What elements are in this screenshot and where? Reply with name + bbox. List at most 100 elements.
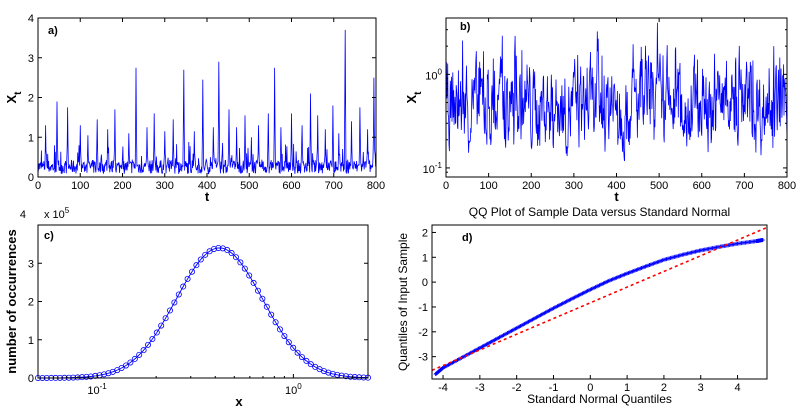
data-point-c xyxy=(224,247,231,254)
data-point-c xyxy=(210,245,217,252)
data-point-c xyxy=(131,355,138,362)
x-tick-label-b: 400 xyxy=(607,180,625,192)
x-tick-label-b: 100 xyxy=(479,180,497,192)
data-point-c xyxy=(92,372,99,379)
data-point-c xyxy=(307,361,314,368)
data-point-c xyxy=(290,344,297,351)
data-point-c xyxy=(259,295,266,302)
panel-label-c: c) xyxy=(44,230,54,242)
y-tick-label-c: 3 xyxy=(28,258,34,270)
x-tick-label-a: 700 xyxy=(325,180,343,192)
series-line-b xyxy=(445,22,788,162)
data-point-c xyxy=(285,339,292,346)
y-tick-label-a: 2 xyxy=(28,93,34,105)
data-point-c xyxy=(149,336,156,343)
panel-label-d: d) xyxy=(462,232,473,244)
data-point-c xyxy=(215,244,222,251)
data-point-c xyxy=(153,329,160,336)
x-tick-label-d: -4 xyxy=(438,382,448,394)
x-tick-label-b: 300 xyxy=(565,180,583,192)
data-point-c xyxy=(272,319,279,326)
y-axis-label-c: number of occurrences xyxy=(4,229,19,374)
data-point-c xyxy=(105,370,112,377)
y-tick-label-a: 4 xyxy=(28,13,34,25)
y-tick-label-c: 0 xyxy=(28,373,34,385)
data-point-c xyxy=(329,370,336,377)
fit-line-c xyxy=(38,247,369,379)
data-point-c xyxy=(347,373,354,380)
x-tick-label-b: 200 xyxy=(522,180,540,192)
x-tick-label-c: 10-1 xyxy=(87,382,107,397)
reference-line-d xyxy=(431,226,768,372)
chart-title-d: QQ Plot of Sample Data versus Standard N… xyxy=(469,205,730,219)
data-point-c xyxy=(334,371,341,378)
data-point-c xyxy=(171,299,178,306)
y-axis-label-b: Xt xyxy=(404,91,424,104)
y-axis-label-c-text: number of occurrences xyxy=(4,229,19,374)
data-point-c xyxy=(83,373,90,380)
y-axis-label-a: Xt xyxy=(4,91,24,104)
data-point-c xyxy=(180,283,187,290)
data-point-c xyxy=(123,362,130,369)
x-tick-label-d: 4 xyxy=(734,382,740,394)
data-point-c xyxy=(237,259,244,266)
data-point-c xyxy=(193,262,200,269)
data-point-c xyxy=(294,349,301,356)
data-point-c xyxy=(197,256,204,263)
data-point-c xyxy=(325,369,332,376)
x-tick-label-b: 800 xyxy=(778,180,796,192)
data-point-c xyxy=(276,326,283,333)
data-point-c xyxy=(263,303,270,310)
y-tick-label-d: -3 xyxy=(418,352,428,364)
y-tick-label-d: -1 xyxy=(418,302,428,314)
y-tick-label-a: 1 xyxy=(28,132,34,144)
x-axis-label-b: t xyxy=(614,189,619,204)
data-point-c xyxy=(118,365,125,372)
x-tick-label-a: 0 xyxy=(35,180,41,192)
data-point-c xyxy=(268,311,275,318)
plot-area-c xyxy=(37,224,369,379)
panel-label-b: b) xyxy=(460,21,471,33)
data-point-c xyxy=(136,351,143,358)
x-tick-label-d: -3 xyxy=(475,382,485,394)
y-tick-label-d: 1 xyxy=(422,252,428,264)
y-tick-label-d: 2 xyxy=(422,227,428,239)
x-axis-label-a: t xyxy=(205,189,210,204)
x-tick-label-d: 0 xyxy=(587,382,593,394)
data-point-c xyxy=(281,333,288,340)
data-point-c xyxy=(101,371,108,378)
x-tick-label-b: 600 xyxy=(693,180,711,192)
data-point-c xyxy=(254,287,261,294)
data-point-c xyxy=(241,265,248,272)
data-point-c xyxy=(184,275,191,282)
series-line-a xyxy=(37,29,377,175)
data-point-c xyxy=(144,341,151,348)
x-tick-label-a: 600 xyxy=(282,180,300,192)
y-tick-label-a: 0 xyxy=(28,172,34,184)
x-tick-label-a: 300 xyxy=(156,180,174,192)
x-axis-label-d: Standard Normal Quantiles xyxy=(527,392,672,406)
y-tick-label-d: 0 xyxy=(422,277,428,289)
y-tick-label-c: 2 xyxy=(28,297,34,309)
x-tick-label-d: 1 xyxy=(624,382,630,394)
y-axis-label-d: Quantiles of Input Sample xyxy=(396,233,410,371)
data-point-c xyxy=(342,373,349,380)
x-tick-label-a: 100 xyxy=(71,180,89,192)
x-tick-label-d: 3 xyxy=(698,382,704,394)
data-point-c xyxy=(298,354,305,361)
x-tick-label-b: 500 xyxy=(650,180,668,192)
data-point-c xyxy=(228,250,235,257)
y-axis-label-d-text: Quantiles of Input Sample xyxy=(396,233,410,371)
data-point-c xyxy=(246,272,253,279)
data-point-c xyxy=(74,374,81,381)
y-axis-label-b-text: Xt xyxy=(404,91,424,104)
multiplier-c: x 105 xyxy=(44,206,70,221)
data-point-c xyxy=(175,291,182,298)
x-tick-label-d: -2 xyxy=(512,382,522,394)
plot-area-d xyxy=(431,224,768,380)
data-point-c xyxy=(158,322,165,329)
x-tick-label-a: 500 xyxy=(240,180,258,192)
x-tick-label-c: 100 xyxy=(285,382,302,397)
y-tick-label-b: 10-1 xyxy=(423,161,443,176)
